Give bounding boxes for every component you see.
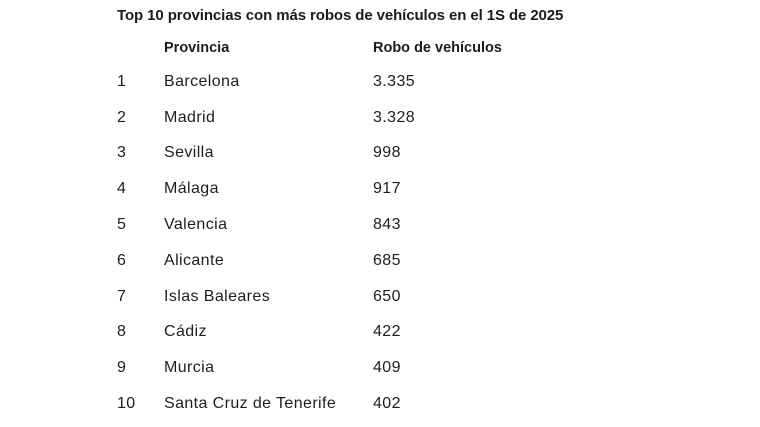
table-row: 1 Barcelona 3.335	[0, 64, 760, 100]
rank-cell: 4	[117, 180, 127, 198]
province-column-header: Provincia	[164, 40, 230, 56]
table-row: 5 Valencia 843	[0, 207, 760, 243]
value-cell: 402	[373, 395, 401, 413]
table-body: 1 Barcelona 3.335 2 Madrid 3.328 3 Sevil…	[0, 64, 760, 422]
rank-cell: 5	[117, 216, 127, 234]
value-cell: 843	[373, 216, 401, 234]
rank-cell: 2	[117, 108, 127, 126]
rank-cell: 6	[117, 251, 127, 269]
value-cell: 917	[373, 180, 401, 198]
province-cell: Cádiz	[164, 323, 207, 341]
province-cell: Santa Cruz de Tenerife	[164, 395, 337, 413]
table-row: 6 Alicante 685	[0, 243, 760, 279]
table-row: 9 Murcia 409	[0, 350, 760, 386]
province-cell: Sevilla	[164, 144, 214, 162]
rank-cell: 1	[117, 72, 127, 90]
value-cell: 685	[373, 251, 401, 269]
chart-title: Top 10 provincias con más robos de vehíc…	[117, 7, 564, 24]
province-cell: Islas Baleares	[164, 287, 271, 305]
value-cell: 650	[373, 287, 401, 305]
province-cell: Alicante	[164, 251, 225, 269]
value-column-header: Robo de vehículos	[373, 40, 502, 56]
value-cell: 3.335	[373, 72, 416, 90]
rank-cell: 7	[117, 287, 127, 305]
table-row: 3 Sevilla 998	[0, 136, 760, 172]
rank-cell: 8	[117, 323, 127, 341]
rank-cell: 10	[117, 395, 136, 413]
rank-cell: 9	[117, 359, 127, 377]
province-cell: Murcia	[164, 359, 215, 377]
table-row: 8 Cádiz 422	[0, 315, 760, 351]
table-row: 2 Madrid 3.328	[0, 100, 760, 136]
province-cell: Madrid	[164, 108, 216, 126]
table-header: Provincia Robo de vehículos	[0, 38, 760, 58]
value-cell: 998	[373, 144, 401, 162]
value-cell: 422	[373, 323, 401, 341]
province-cell: Barcelona	[164, 72, 240, 90]
table-row: 10 Santa Cruz de Tenerife 402	[0, 386, 760, 422]
province-cell: Málaga	[164, 180, 219, 198]
rank-cell: 3	[117, 144, 127, 162]
table-row: 4 Málaga 917	[0, 171, 760, 207]
province-cell: Valencia	[164, 216, 228, 234]
table-row: 7 Islas Baleares 650	[0, 279, 760, 315]
value-cell: 409	[373, 359, 401, 377]
value-cell: 3.328	[373, 108, 416, 126]
